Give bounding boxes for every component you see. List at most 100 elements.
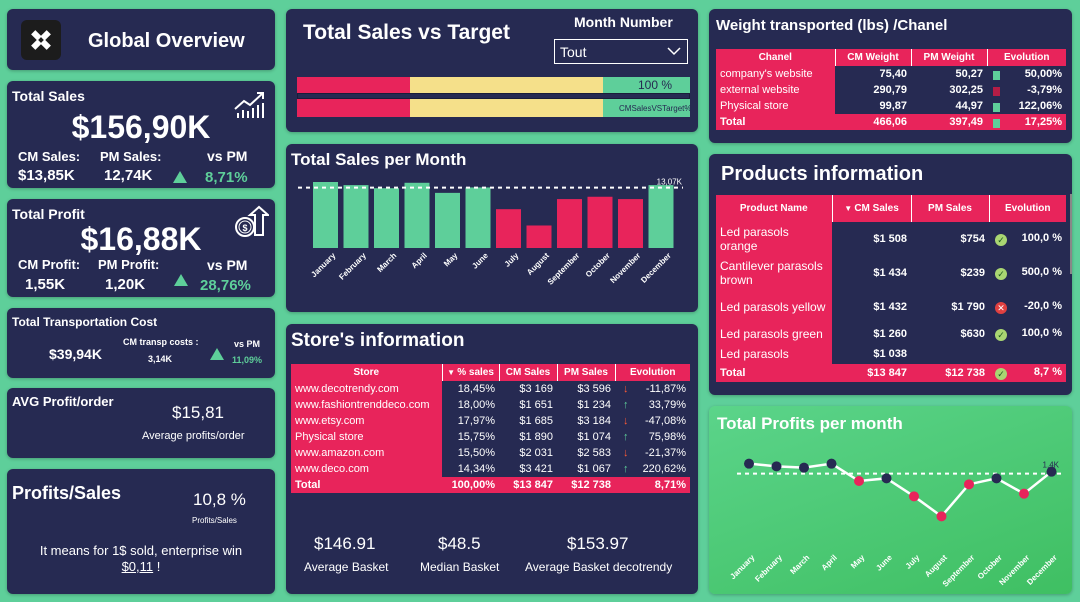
table-row[interactable]: www.deco.com 14,34% $3 421 $1 067 ↑ 220,62% xyxy=(291,461,690,477)
money-up-icon: $ xyxy=(233,205,271,244)
profit-line xyxy=(748,462,1053,519)
up-triangle-icon xyxy=(173,171,187,183)
table-row[interactable]: Led parasols orange $1 508 $754 ✓ 100,0 % xyxy=(716,222,1066,256)
cm-profit-value: 1,55K xyxy=(25,276,66,293)
table-row[interactable]: Physical store 15,75% $1 890 $1 074 ↑ 75,98% xyxy=(291,429,690,445)
table-row[interactable]: Cantilever parasols brown $1 434 $239 ✓ 500,… xyxy=(716,256,1066,290)
product-name: Led parasols xyxy=(716,344,832,364)
col-evolution[interactable]: Evolution xyxy=(989,195,1066,222)
chanel-name: Physical store xyxy=(716,98,835,114)
cm-profit-label: CM Profit: xyxy=(18,257,81,272)
x-tick-label: April xyxy=(820,553,839,572)
evolution-cell xyxy=(989,344,1066,364)
bar-august[interactable] xyxy=(526,225,552,248)
pct-sales: 18,00% xyxy=(457,399,495,411)
point-december[interactable] xyxy=(1046,466,1057,477)
col-cm-sales[interactable]: CM Sales xyxy=(499,364,558,381)
bar-april[interactable] xyxy=(404,182,430,248)
check-circle-icon: ✓ xyxy=(995,234,1007,246)
cm-sales: $1 685 xyxy=(519,415,553,427)
pm-weight: 302,25 xyxy=(949,84,983,96)
evolution-value: 100,0 % xyxy=(1021,232,1062,244)
table-row[interactable]: external website 290,79 302,25 -3,79% xyxy=(716,82,1066,98)
arrow-down-icon: ↓ xyxy=(623,383,629,395)
col-cm-weight[interactable]: CM Weight xyxy=(835,49,912,66)
col-pm-sales[interactable]: PM Sales xyxy=(557,364,616,381)
pm-sales: $12 738 xyxy=(911,364,989,382)
total-row: Total $13 847 $12 738 ✓ 8,7 % xyxy=(716,364,1066,382)
point-april[interactable] xyxy=(826,458,837,469)
col-store[interactable]: Store xyxy=(291,364,443,381)
vs-pm-value: 28,76% xyxy=(200,277,251,294)
point-may[interactable] xyxy=(854,476,864,486)
arrow-up-icon: ↑ xyxy=(623,431,629,443)
store-name: www.amazon.com xyxy=(291,445,442,461)
point-october[interactable] xyxy=(991,473,1002,484)
bar-december[interactable] xyxy=(648,185,674,248)
profits-sales-text-value: $0,11 xyxy=(121,559,154,574)
bar-october[interactable] xyxy=(587,196,613,248)
point-february[interactable] xyxy=(771,461,782,472)
pm-weight: 50,27 xyxy=(955,68,983,80)
pct-sales: 15,75% xyxy=(457,431,495,443)
month-filter-select[interactable]: Tout xyxy=(554,39,688,64)
store-name: www.etsy.com xyxy=(291,413,442,429)
table-row[interactable]: company's website 75,40 50,27 50,00% xyxy=(716,66,1066,82)
pm-weight: 397,49 xyxy=(911,114,987,130)
x-tick-label: November xyxy=(608,251,642,285)
header-card: Global Overview xyxy=(7,9,275,70)
point-march[interactable] xyxy=(799,462,809,473)
table-row[interactable]: www.decotrendy.com 18,45% $3 169 $3 596 ↓ -11… xyxy=(291,381,690,397)
pm-sales: $630 xyxy=(960,328,985,340)
evolution-cell: ↑ 33,79% xyxy=(615,397,690,413)
table-row[interactable]: www.amazon.com 15,50% $2 031 $2 583 ↓ -21,37% xyxy=(291,445,690,461)
evolution-value: -20,0 % xyxy=(1024,300,1062,312)
point-july[interactable] xyxy=(909,491,919,502)
point-september[interactable] xyxy=(964,479,974,490)
point-august[interactable] xyxy=(936,511,947,522)
bar-march[interactable] xyxy=(374,188,399,248)
pm-sales: $3 596 xyxy=(577,383,611,395)
evolution-value: 75,98% xyxy=(648,431,686,443)
table-row[interactable]: www.fashiontrenddeco.com 18,00% $1 651 $1 2… xyxy=(291,397,690,413)
arrow-down-icon: ↓ xyxy=(623,415,629,427)
bar-september[interactable] xyxy=(557,199,582,248)
col-product-name[interactable]: Product Name xyxy=(716,195,833,222)
col-pct-sales[interactable]: ▼ % sales xyxy=(442,364,500,381)
x-tick-label: August xyxy=(923,553,949,579)
cm-sales: $3 421 xyxy=(519,463,553,475)
evolution-cell: ✓ 500,0 % xyxy=(989,256,1066,290)
table-row[interactable]: Led parasols green $1 260 $630 ✓ 100,0 % xyxy=(716,324,1066,344)
col-evolution[interactable]: Evolution xyxy=(615,364,690,381)
transport-card: Total Transportation Cost $39,94K CM tra… xyxy=(7,308,275,378)
bar-june[interactable] xyxy=(465,187,491,248)
bar-may[interactable] xyxy=(435,192,460,248)
point-january[interactable] xyxy=(744,458,754,469)
x-tick-label: April xyxy=(410,251,429,270)
x-tick-label: February xyxy=(753,553,784,584)
col-cm-sales[interactable]: ▼ CM Sales xyxy=(832,195,912,222)
arrow-down-icon: ↓ xyxy=(623,447,629,459)
bar-july[interactable] xyxy=(496,209,521,248)
store-card: Store's information Store ▼ % sales CM S… xyxy=(286,324,698,594)
table-row[interactable]: www.etsy.com 17,97% $1 685 $3 184 ↓ -47,08% xyxy=(291,413,690,429)
col-evolution[interactable]: Evolution xyxy=(987,49,1066,66)
bar-january[interactable] xyxy=(313,182,338,248)
x-tick-label: May xyxy=(442,251,460,269)
bar-november[interactable] xyxy=(618,199,643,248)
scrollbar[interactable] xyxy=(1070,194,1072,274)
col-pm-weight[interactable]: PM Weight xyxy=(911,49,988,66)
table-row[interactable]: Led parasols yellow $1 432 $1 790 ✕ -20,0 % xyxy=(716,290,1066,324)
bar-february[interactable] xyxy=(343,185,369,248)
table-row[interactable]: Physical store 99,87 44,97 122,06% xyxy=(716,98,1066,114)
sales-month-title: Total Sales per Month xyxy=(291,150,467,169)
pm-sales: $754 xyxy=(960,233,985,245)
point-november[interactable] xyxy=(1019,488,1029,499)
total-pm: $12 738 xyxy=(557,477,615,493)
point-june[interactable] xyxy=(881,473,892,484)
chanel-name: external website xyxy=(716,82,835,98)
col-pm-sales[interactable]: PM Sales xyxy=(911,195,990,222)
pm-sales: $3 184 xyxy=(577,415,611,427)
col-chanel[interactable]: Chanel xyxy=(716,49,836,66)
table-row[interactable]: Led parasols $1 038 xyxy=(716,344,1066,364)
